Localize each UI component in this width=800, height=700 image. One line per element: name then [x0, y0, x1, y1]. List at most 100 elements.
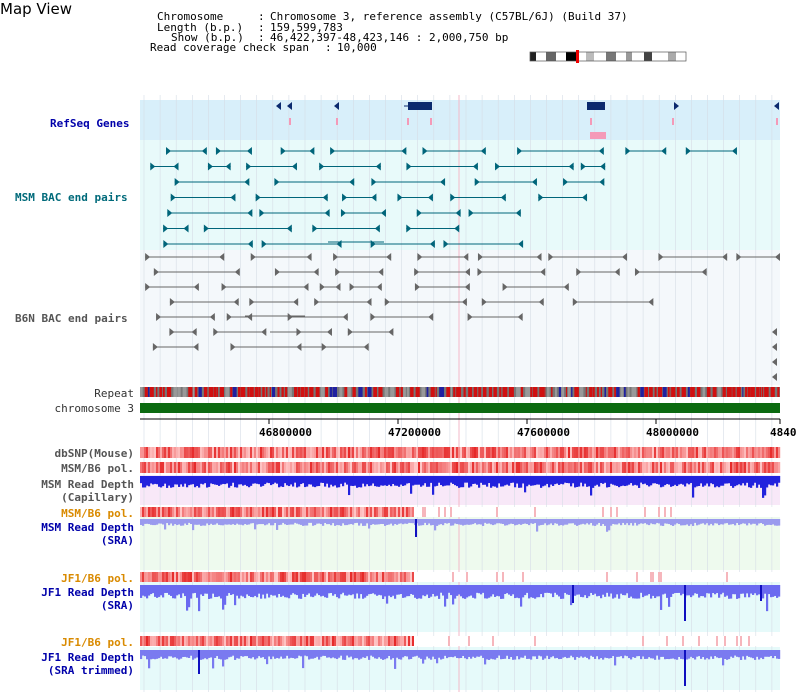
jf1-sra-bar [440, 585, 443, 593]
dbsnp-cell [426, 447, 429, 458]
jf1-pol2-cell [738, 636, 741, 646]
msm-capillary-bar [228, 476, 231, 488]
msm-capillary-bar [330, 476, 333, 485]
jf1-trim-bar [642, 650, 645, 657]
jf1-pol-cell [732, 572, 735, 582]
msm-capillary-bar [496, 476, 499, 488]
jf1-sra-bar [338, 585, 341, 599]
jf1-pol-cell [408, 572, 411, 582]
track-label-jf1-depth-trimmed[interactable]: JF1 Read Depth [41, 651, 134, 664]
msm-pol-cell [672, 462, 675, 473]
jf1-pol-cell [164, 572, 167, 582]
jf1-sra-bar [322, 585, 325, 596]
jf1-sra-bar [214, 585, 217, 598]
show-value: 46,422,397-48,423,146 : 2,000,750 bp [270, 31, 509, 44]
jf1-sra-bar [390, 585, 393, 598]
msm-sra-bar [388, 519, 391, 525]
msm-sra-bar [330, 519, 333, 526]
msm-pol-cell [608, 462, 611, 473]
jf1-trim-bar [742, 650, 745, 657]
jf1-pol-cell [404, 572, 407, 582]
msm-pol2-cell [506, 507, 509, 517]
dbsnp-cell [608, 447, 611, 458]
track-label-dbsnp[interactable]: dbSNP(Mouse) [54, 447, 134, 460]
track-label-jf1-pol-2[interactable]: JF1/B6 pol. [61, 636, 134, 649]
msm-bac-end [322, 193, 328, 202]
msm-pol-cell [216, 462, 219, 473]
msm-pol2-cell [404, 507, 407, 517]
msm-capillary-bar [418, 476, 421, 485]
jf1-pol-cell [384, 572, 387, 582]
msm-sra-bar [490, 519, 493, 525]
jf1-sra-bar [756, 585, 759, 596]
jf1-pol2-cell [620, 636, 623, 646]
jf1-pol2-cell [300, 636, 303, 646]
dbsnp-cell [456, 447, 459, 458]
msm-pol-cell [460, 462, 463, 473]
track-label-jf1-depth[interactable]: JF1 Read Depth [41, 586, 134, 599]
msm-pol2-cell [604, 507, 607, 517]
dbsnp-cell [678, 447, 681, 458]
jf1-pol-cell [150, 572, 153, 582]
jf1-trim-bar [464, 650, 467, 659]
msm-capillary-bar [140, 476, 143, 484]
msm-sra-bar [740, 519, 743, 525]
jf1-trim-bar [410, 650, 413, 659]
msm-sra-bar [366, 519, 369, 524]
msm-pol-cell [634, 462, 637, 473]
jf1-pol-cell [368, 572, 371, 582]
track-label-b6n-bac[interactable]: B6N BAC end pairs [15, 312, 128, 325]
dbsnp-cell [684, 447, 687, 458]
msm-sra-bar [716, 519, 719, 524]
track-label-msm-bac[interactable]: MSM BAC end pairs [15, 191, 128, 204]
jf1-pol-cell [600, 572, 603, 582]
track-label-jf1-pol[interactable]: JF1/B6 pol. [61, 572, 134, 585]
msm-pol-cell [372, 462, 375, 473]
track-label-msm-depth-sra[interactable]: MSM Read Depth [41, 521, 134, 534]
dbsnp-cell [652, 447, 655, 458]
jf1-trim-bar [498, 650, 501, 656]
jf1-pol2-cell [670, 636, 673, 646]
msm-sra-bar [312, 519, 315, 526]
msm-pol2-cell [432, 507, 435, 517]
jf1-trim-bar [188, 650, 191, 658]
jf1-pol-cell [434, 572, 437, 582]
jf1-pol2-cell [518, 636, 521, 646]
msm-sra-bar [144, 519, 147, 524]
track-label-refseq[interactable]: RefSeq Genes [50, 117, 130, 130]
msm-pol2-cell [270, 507, 273, 517]
jf1-trim-bar [332, 650, 335, 658]
msm-sra-bar [704, 519, 707, 525]
jf1-pol-cell [628, 572, 631, 582]
msm-pol-cell [402, 462, 405, 473]
jf1-trim-bar [512, 650, 515, 660]
msm-pol-cell [158, 462, 161, 473]
jf1-pol2-cell [524, 636, 527, 646]
jf1-trim-bar [728, 650, 731, 660]
jf1-pol2-cell [618, 636, 621, 646]
msm-pol-cell [272, 462, 275, 473]
jf1-sra-bar [610, 585, 613, 594]
msm-sra-bar [508, 519, 511, 525]
msm-sra-bar [218, 519, 221, 525]
jf1-trim-bar [768, 650, 771, 657]
jf1-pol-cell [190, 572, 193, 582]
dbsnp-cell [334, 447, 337, 458]
repeat-element [315, 387, 320, 397]
track-label-msm-pol[interactable]: MSM/B6 pol. [61, 462, 134, 475]
track-label-msm-pol-2[interactable]: MSM/B6 pol. [61, 507, 134, 520]
jf1-pol-cell [760, 572, 763, 582]
jf1-pol2-cell [174, 636, 177, 646]
jf1-pol2-cell [204, 636, 207, 646]
track-label-msm-depth-capillary[interactable]: MSM Read Depth [41, 478, 134, 491]
jf1-trim-bar [364, 650, 367, 658]
msm-pol2-cell [226, 507, 229, 517]
dbsnp-cell [290, 447, 293, 458]
msm-sra-bar [714, 519, 717, 524]
repeat-element [478, 387, 482, 397]
jf1-pol2-cell [242, 636, 245, 646]
repeat-element [759, 387, 762, 397]
jf1-pol-cell [762, 572, 765, 582]
jf1-pol2-cell [344, 636, 347, 646]
